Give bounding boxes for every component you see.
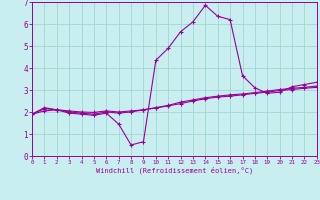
X-axis label: Windchill (Refroidissement éolien,°C): Windchill (Refroidissement éolien,°C)	[96, 167, 253, 174]
